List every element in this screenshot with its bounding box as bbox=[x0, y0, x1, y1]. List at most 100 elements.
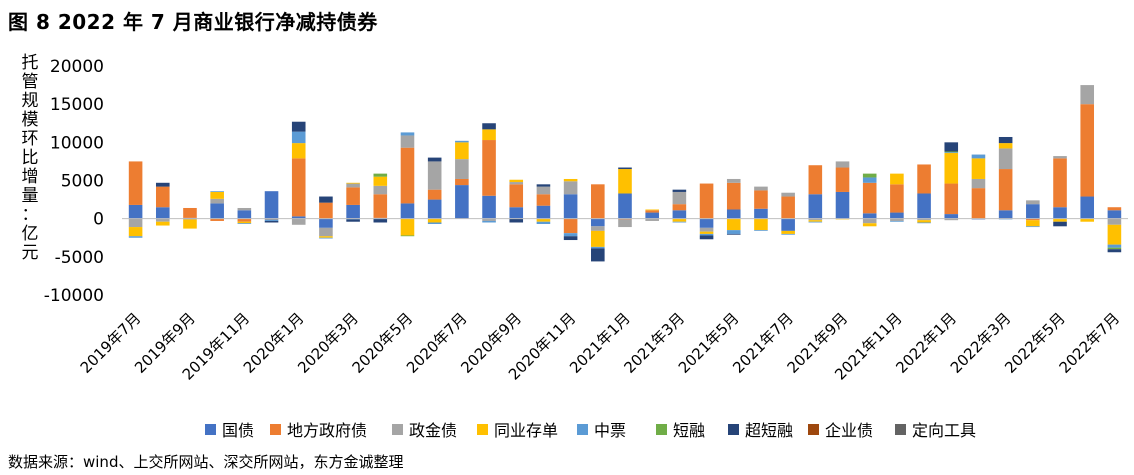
bar-segment bbox=[998, 136, 1013, 144]
legend-label: 超短融 bbox=[745, 421, 794, 440]
bar-segment bbox=[400, 218, 415, 236]
bar-segment bbox=[346, 187, 360, 205]
bar-segment bbox=[563, 194, 578, 219]
bar-segment bbox=[455, 159, 469, 179]
bar-segment bbox=[264, 220, 279, 223]
bar-segment bbox=[346, 204, 360, 219]
bar-segment bbox=[373, 218, 388, 223]
y-axis-ticks: 20000 15000 10000 5000 0 -5000 -10000 bbox=[44, 57, 104, 306]
bar-segment bbox=[128, 204, 143, 219]
bar-segment bbox=[291, 121, 306, 132]
source-note: 数据来源：wind、上交所网站、深交所网站，东方金诚整理 bbox=[8, 453, 404, 471]
bar-segment bbox=[699, 183, 714, 219]
bar-segment bbox=[944, 142, 959, 152]
bar-segment bbox=[726, 178, 741, 183]
bar-segment bbox=[482, 140, 496, 196]
legend-item: 企业债 bbox=[808, 417, 873, 441]
bar-segment bbox=[835, 191, 850, 219]
bar-segment bbox=[672, 221, 687, 223]
bar-segment bbox=[754, 190, 768, 209]
bar-segment bbox=[183, 207, 197, 218]
bar-segment bbox=[536, 184, 551, 187]
bar-segment bbox=[373, 185, 388, 195]
legend-item: 政金债 bbox=[392, 417, 457, 441]
y-axis-label-char: 模 bbox=[22, 110, 39, 130]
bar-segment bbox=[509, 218, 524, 223]
bar-segment bbox=[373, 173, 388, 177]
y-axis-label-char: 比 bbox=[22, 148, 39, 168]
bar-segment bbox=[862, 218, 877, 224]
bar-segment bbox=[699, 235, 714, 240]
bar-segment bbox=[645, 212, 659, 219]
bar-segment bbox=[346, 183, 360, 188]
bar-segment bbox=[400, 147, 415, 204]
bar-segment bbox=[455, 140, 469, 143]
bar-segment bbox=[1107, 249, 1122, 253]
bar-segment bbox=[319, 202, 333, 219]
bar-segment bbox=[509, 184, 524, 208]
y-axis-label-char: 管 bbox=[22, 72, 39, 92]
bar-segment bbox=[536, 186, 551, 195]
bar-segment bbox=[183, 219, 197, 229]
bar-segment bbox=[862, 177, 877, 183]
bar-segment bbox=[591, 184, 605, 219]
bar-segment bbox=[998, 169, 1013, 211]
bar-segment bbox=[210, 203, 224, 219]
y-axis-label-char: 规 bbox=[22, 91, 39, 111]
bar-segment bbox=[373, 176, 388, 186]
bar-segment bbox=[237, 210, 252, 219]
bar-segment bbox=[808, 165, 823, 195]
bar-segment bbox=[291, 218, 306, 225]
bar-segment bbox=[618, 167, 632, 170]
legend-item: 地方政府债 bbox=[270, 417, 367, 441]
bar-segment bbox=[672, 204, 687, 211]
bar-segment bbox=[781, 196, 795, 219]
bar-segment bbox=[482, 123, 496, 130]
bar-segment bbox=[1026, 204, 1040, 219]
x-axis-ticks: 2019年7月2019年9月2019年11月2020年1月2020年3月2020… bbox=[77, 309, 1123, 383]
legend-label: 短融 bbox=[673, 421, 706, 440]
bar-segment bbox=[971, 188, 986, 219]
y-axis-label-char: 量 bbox=[22, 186, 39, 206]
bar-segment bbox=[726, 218, 741, 231]
bar-segment bbox=[781, 230, 795, 234]
bar-segment bbox=[155, 221, 170, 226]
legend-label: 同业存单 bbox=[494, 421, 559, 440]
bar-segment bbox=[917, 218, 931, 221]
bar-segment bbox=[427, 199, 442, 219]
bar-segment bbox=[291, 143, 306, 159]
legend-swatch bbox=[477, 423, 488, 435]
bar-segment bbox=[1053, 158, 1067, 208]
bar-segment bbox=[1107, 244, 1122, 248]
bar-segment bbox=[346, 219, 360, 222]
bar-segment bbox=[291, 131, 306, 144]
bar-segment bbox=[1107, 247, 1122, 250]
bar-segment bbox=[1026, 220, 1040, 227]
bar-segment bbox=[890, 184, 904, 213]
bar-segment bbox=[427, 157, 442, 162]
y-tick-label: 15000 bbox=[50, 95, 104, 115]
bar-segment bbox=[1080, 85, 1095, 105]
bar-segment bbox=[1053, 221, 1067, 227]
bar-segment bbox=[400, 235, 415, 237]
bar-segment bbox=[1107, 224, 1122, 245]
bar-segment bbox=[237, 221, 252, 224]
y-tick-label: 10000 bbox=[50, 133, 104, 153]
y-axis-label-char: ： bbox=[22, 205, 39, 225]
bar-segment bbox=[944, 153, 959, 184]
y-axis-label-char: 元 bbox=[22, 243, 39, 263]
bar-segment bbox=[319, 227, 333, 237]
bar-segment bbox=[400, 203, 415, 219]
bar-segment bbox=[645, 210, 659, 213]
bar-segment bbox=[509, 207, 524, 219]
bar-segment bbox=[563, 181, 578, 195]
bar-segment bbox=[400, 135, 415, 148]
y-tick-label: 20000 bbox=[50, 57, 104, 77]
bar-segment bbox=[754, 230, 768, 231]
bar-segment bbox=[808, 194, 823, 219]
bar-segment bbox=[998, 143, 1013, 149]
bar-segment bbox=[618, 169, 632, 194]
chart-title: 图 8 2022 年 7 月商业银行净减持债券 bbox=[8, 10, 378, 34]
legend-swatch bbox=[270, 423, 281, 435]
